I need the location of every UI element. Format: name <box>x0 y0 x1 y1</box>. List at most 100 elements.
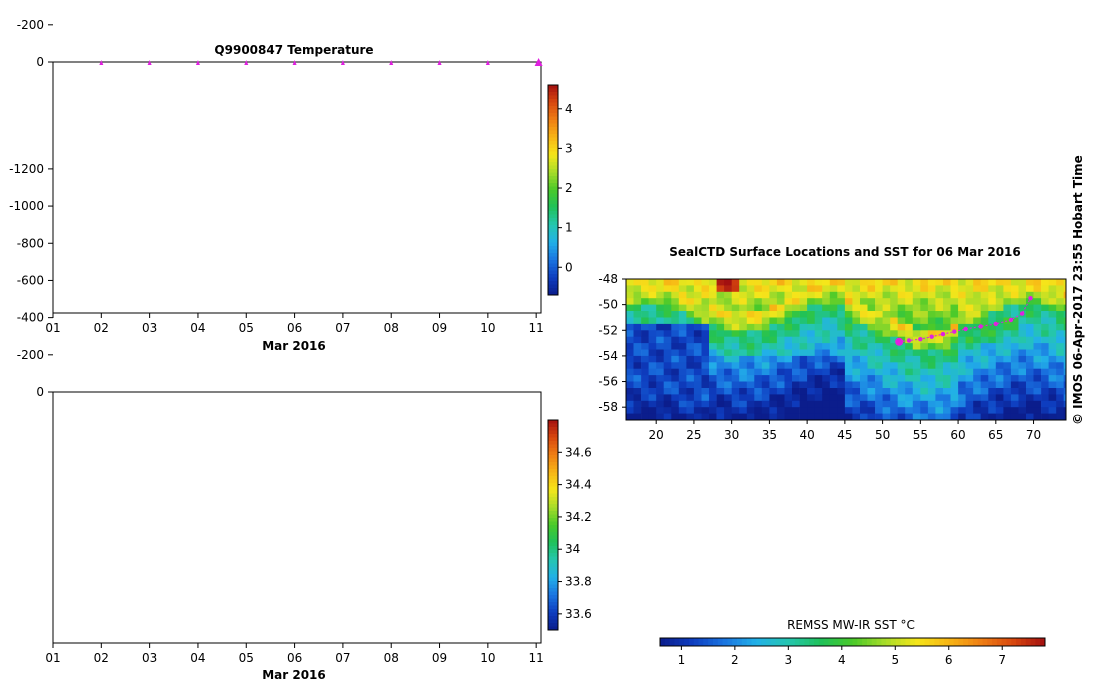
sst-cell <box>701 279 710 286</box>
sst-cell <box>799 330 808 338</box>
sst-cell <box>641 279 649 286</box>
sst-cell <box>860 394 868 402</box>
sst-cell <box>860 407 868 414</box>
sst-cell <box>641 381 649 389</box>
sst-cell <box>844 362 853 370</box>
sst-cell <box>678 349 687 357</box>
sst-cell <box>852 388 861 395</box>
colorbar-tick-label: 1 <box>565 221 573 235</box>
sst-cell <box>837 330 846 338</box>
sst-cell <box>656 279 665 286</box>
sst-cell <box>731 368 740 376</box>
sst-cell <box>671 400 680 408</box>
sst-cell <box>799 323 808 331</box>
sst-cell <box>626 413 634 421</box>
sst-cell <box>724 394 732 402</box>
sst-cell <box>761 375 770 382</box>
sst-cell <box>626 368 634 376</box>
sst-cell <box>678 375 687 382</box>
sst-cell <box>890 330 899 338</box>
sst-cell <box>897 375 906 382</box>
sst-cell <box>784 400 793 408</box>
sst-cell <box>867 304 876 312</box>
sst-cell <box>792 279 800 286</box>
sst-cell <box>626 349 634 357</box>
sst-cell <box>799 413 808 421</box>
sst-cell <box>822 368 831 376</box>
sst-cell <box>912 298 921 305</box>
sst-cell <box>829 413 838 421</box>
sst-cell <box>686 381 695 389</box>
sst-cell <box>769 304 778 312</box>
colorbar-swatch <box>548 546 558 550</box>
sst-cell <box>648 330 657 338</box>
colorbar-swatch <box>548 176 558 180</box>
sst-cell <box>731 349 740 357</box>
sst-cell <box>829 304 838 312</box>
sst-cell <box>867 330 876 338</box>
sst-cell <box>716 375 725 382</box>
sst-cell <box>678 285 687 293</box>
sst-cell <box>709 381 717 389</box>
sst-cell <box>754 381 763 389</box>
sst-cell <box>875 362 883 370</box>
sst-cell <box>678 304 687 312</box>
sst-cell <box>875 394 883 402</box>
colorbar-swatch <box>548 221 558 226</box>
sst-cell <box>709 285 717 293</box>
sst-cell <box>641 285 649 293</box>
sst-cell <box>724 400 732 408</box>
sst-cell <box>663 336 672 344</box>
colorbar-swatch <box>548 169 558 173</box>
profile-marker <box>437 60 442 65</box>
sst-cell <box>739 291 748 299</box>
sst-cell <box>769 407 778 414</box>
sst-cell <box>769 394 778 402</box>
sst-cell <box>814 317 823 325</box>
sst-cell <box>844 279 853 286</box>
colorbar-swatch <box>548 116 558 121</box>
sst-cell <box>814 413 823 421</box>
colorbar-swatch <box>548 123 558 128</box>
sst-cell <box>731 311 740 318</box>
sst-cell <box>784 394 793 402</box>
sst-cell <box>852 375 861 382</box>
colorbar-swatch <box>548 263 558 268</box>
sst-cell <box>784 330 793 338</box>
sst-cell <box>626 279 634 286</box>
colorbar-swatch <box>548 619 558 624</box>
colorbar-swatch <box>548 274 558 278</box>
sst-cell <box>822 330 831 338</box>
sst-cell <box>686 317 695 325</box>
sst-cell <box>784 388 793 395</box>
x-tick-label: 11 <box>529 651 544 665</box>
sst-cell <box>860 413 868 421</box>
sst-cell <box>626 330 634 338</box>
sst-cell <box>905 381 914 389</box>
sst-cell <box>890 343 899 350</box>
sst-cell <box>724 413 732 421</box>
colorbar-swatch <box>548 553 558 557</box>
sst-cell <box>829 291 838 299</box>
sst-cell <box>671 285 680 293</box>
colorbar-swatch <box>548 120 558 124</box>
sst-cell <box>731 375 740 382</box>
sst-cell <box>769 323 778 331</box>
colorbar-swatch <box>548 127 558 131</box>
sst-cell <box>807 304 815 312</box>
sst-cell <box>754 375 763 382</box>
sst-cell <box>731 330 740 338</box>
sst-cell <box>829 407 838 414</box>
sst-cell <box>761 336 770 344</box>
sst-cell <box>905 400 914 408</box>
sst-cell <box>807 285 815 293</box>
sst-cell <box>709 279 717 286</box>
x-tick-label: 09 <box>432 321 447 335</box>
sst-cell <box>776 343 785 350</box>
sst-cell <box>776 400 785 408</box>
sst-map-plot: SealCTD Surface Locations and SST for 06… <box>598 245 1067 667</box>
x-tick-label: 10 <box>480 651 495 665</box>
sst-cell <box>882 394 891 402</box>
sst-cell <box>701 304 710 312</box>
sst-cell <box>837 407 846 414</box>
